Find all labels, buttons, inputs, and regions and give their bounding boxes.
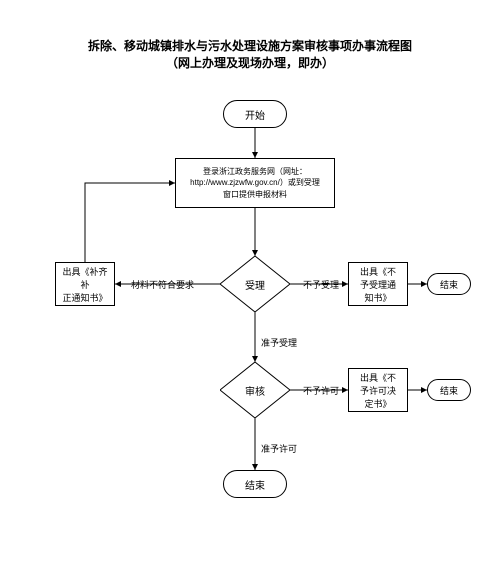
node-notice2: 出具《不 予许可决 定书》	[348, 368, 408, 412]
node-shenhe-label: 审核	[245, 383, 265, 398]
node-buqi: 出具《补齐补 正通知书》	[55, 262, 115, 306]
node-end3-label: 结束	[245, 477, 265, 492]
node-shouli: 受理	[220, 256, 290, 312]
node-buqi-text: 出具《补齐补 正通知书》	[59, 265, 111, 304]
edge-label-buyu2: 不予许可	[303, 384, 339, 397]
edge-label-buhe: 材料不符合要求	[131, 278, 194, 291]
node-end1: 结束	[427, 273, 471, 295]
flowchart-canvas: 拆除、移动城镇排水与污水处理设施方案审核事项办事流程图 （网上办理及现场办理，即…	[0, 0, 500, 567]
node-start: 开始	[223, 100, 287, 128]
node-shouli-label: 受理	[245, 277, 265, 292]
node-start-label: 开始	[245, 107, 265, 122]
node-notice1: 出具《不 予受理通 知书》	[348, 262, 408, 306]
node-notice1-text: 出具《不 予受理通 知书》	[360, 265, 396, 304]
node-notice2-text: 出具《不 予许可决 定书》	[360, 371, 396, 410]
node-shenhe: 审核	[220, 362, 290, 418]
edge-label-zhunyu2: 准予许可	[261, 442, 297, 455]
edge-label-buyu1: 不予受理	[303, 278, 339, 291]
node-end2: 结束	[427, 379, 471, 401]
node-login: 登录浙江政务服务网（网址： http://www.zjzwfw.gov.cn/）…	[175, 158, 335, 208]
node-end2-label: 结束	[440, 384, 458, 397]
node-login-text: 登录浙江政务服务网（网址： http://www.zjzwfw.gov.cn/）…	[190, 166, 320, 200]
edge-label-zhunyu1: 准予受理	[261, 336, 297, 349]
node-end3: 结束	[223, 470, 287, 498]
node-end1-label: 结束	[440, 278, 458, 291]
